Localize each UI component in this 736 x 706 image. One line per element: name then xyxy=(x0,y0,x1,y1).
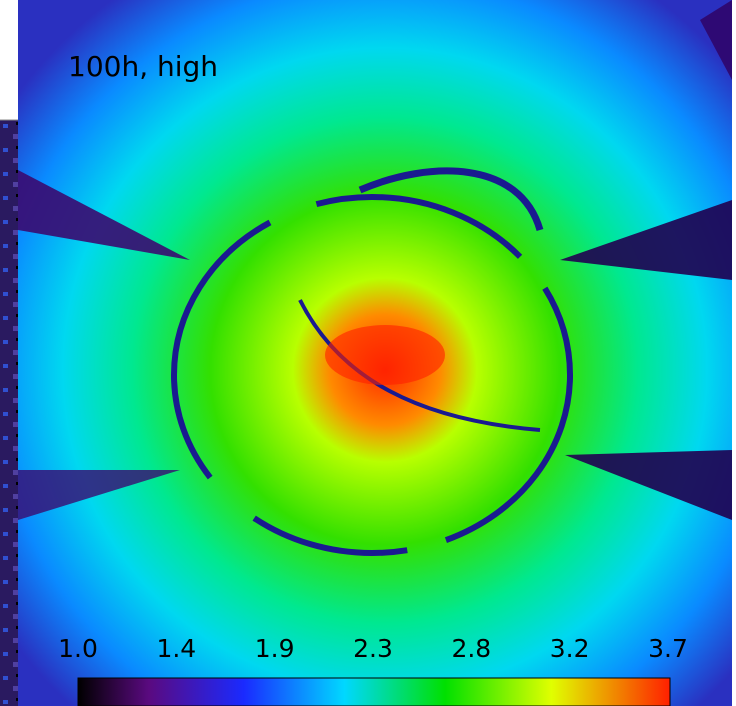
left-strip xyxy=(0,120,20,706)
simulation-map xyxy=(18,0,732,706)
colorbar-tick-label: 2.3 xyxy=(353,634,393,663)
page: 100h, high 1.01.41.92.32.83.23.7 (() => … xyxy=(0,0,736,706)
panel-label: 100h, high xyxy=(68,50,218,83)
simulation-figure: 100h, high 1.0 1.4 1.9 2.3 2.8 3.2 3.7 xyxy=(0,0,736,706)
colorbar xyxy=(78,678,670,706)
colorbar-tick-label: 1.9 xyxy=(255,634,295,663)
colorbar-tick-label: 2.8 xyxy=(451,634,491,663)
colorbar-tick-label: 1.4 xyxy=(156,634,196,663)
colorbar-tick-label: 1.0 xyxy=(58,634,98,663)
colorbar-tick-label: 3.2 xyxy=(550,634,590,663)
colorbar-tick-label: 3.7 xyxy=(648,634,688,663)
